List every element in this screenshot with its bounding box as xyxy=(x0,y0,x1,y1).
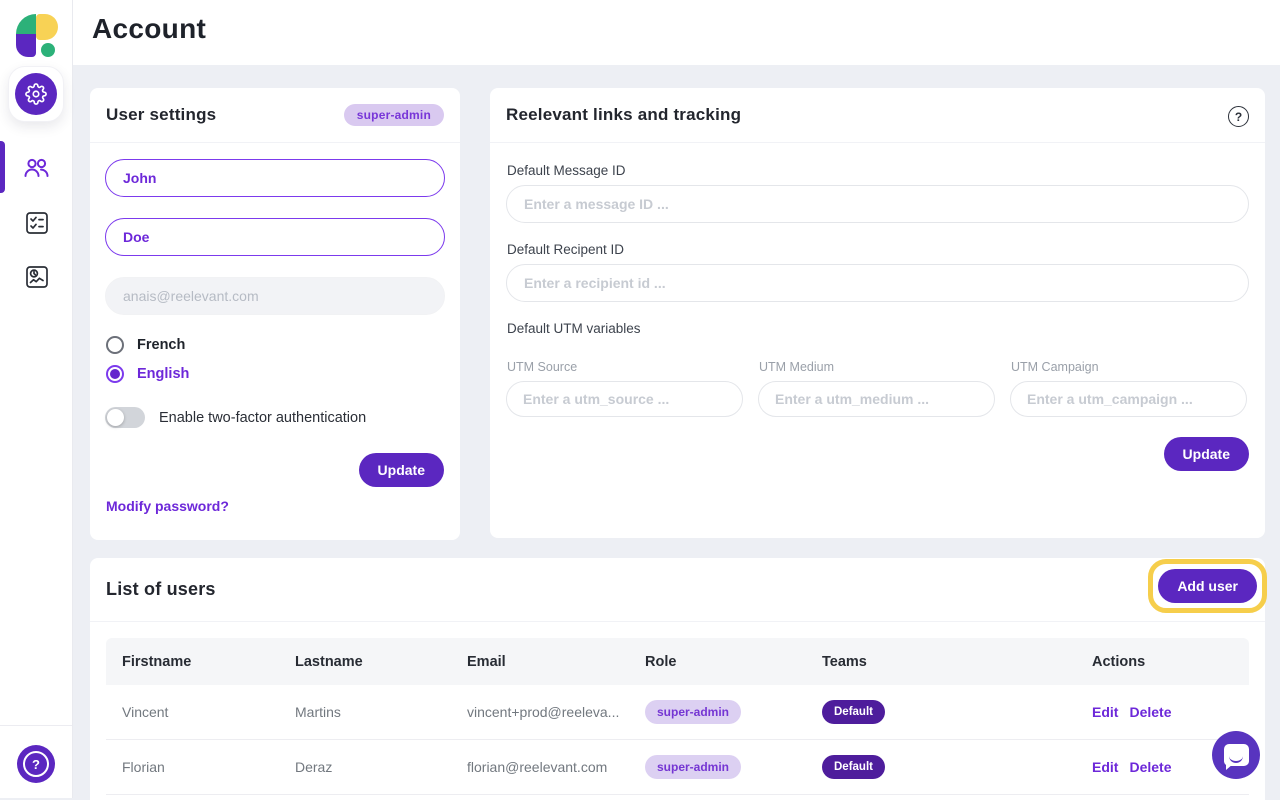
tracking-title: Reelevant links and tracking xyxy=(506,105,742,124)
tracking-update-button[interactable]: Update xyxy=(1163,437,1249,471)
tracking-header: Reelevant links and tracking xyxy=(490,88,1265,143)
two-factor-toggle[interactable] xyxy=(105,407,145,428)
recipient-id-input[interactable] xyxy=(506,264,1249,302)
help-circle-icon[interactable]: ? xyxy=(1228,106,1249,127)
cell-teams: Default xyxy=(806,755,1076,779)
col-lastname: Lastname xyxy=(295,653,363,670)
col-email: Email xyxy=(467,653,506,670)
question-mark-icon: ? xyxy=(23,751,49,777)
help-button[interactable]: ? xyxy=(17,745,55,783)
sidebar-active-indicator xyxy=(0,141,5,193)
logo-shape-green xyxy=(16,14,36,34)
radio-french-label: French xyxy=(137,337,186,353)
sidebar-item-tasks[interactable] xyxy=(0,211,73,240)
tasks-icon xyxy=(25,211,49,240)
utm-medium-input[interactable] xyxy=(758,381,995,417)
cell-email: florian@reelevant.com xyxy=(467,759,608,775)
cell-actions: Edit Delete xyxy=(1076,704,1249,720)
smile-icon xyxy=(1228,753,1243,763)
team-badge[interactable]: Default xyxy=(822,700,885,724)
cell-actions: Edit Delete xyxy=(1076,759,1249,775)
logo-shape-dot xyxy=(41,43,55,57)
reelevant-logo-icon[interactable] xyxy=(15,7,59,57)
user-settings-update-button[interactable]: Update xyxy=(358,453,444,487)
role-badge: super-admin xyxy=(645,700,742,724)
delete-link[interactable]: Delete xyxy=(1129,759,1172,775)
cell-lastname: Deraz xyxy=(295,759,333,775)
table-row: Vincent Martins vincent+prod@reeleva... … xyxy=(106,685,1249,740)
role-badge: super-admin xyxy=(645,755,742,779)
add-user-highlight: Add user xyxy=(1148,559,1267,613)
sidebar-item-settings[interactable] xyxy=(8,66,64,122)
firstname-field[interactable] xyxy=(105,159,445,197)
cell-email: vincent+prod@reeleva... xyxy=(467,704,620,720)
logo-shape-purple xyxy=(16,34,36,57)
cell-firstname: Vincent xyxy=(122,704,169,720)
recipient-id-label: Default Recipent ID xyxy=(507,242,625,257)
cell-lastname: Martins xyxy=(295,704,341,720)
users-icon xyxy=(23,156,50,184)
page-title: Account xyxy=(92,13,207,44)
radio-circle-checked-icon xyxy=(106,365,124,383)
tracking-card: Reelevant links and tracking ? Default M… xyxy=(490,88,1265,538)
top-bar: Account xyxy=(73,0,1280,65)
edit-link[interactable]: Edit xyxy=(1092,759,1119,775)
radio-english[interactable]: English xyxy=(106,365,189,383)
chat-launcher-button[interactable] xyxy=(1212,731,1260,779)
utm-section-label: Default UTM variables xyxy=(507,321,641,336)
message-id-input[interactable] xyxy=(506,185,1249,223)
toggle-knob xyxy=(107,409,124,426)
two-factor-row: Enable two-factor authentication xyxy=(105,407,366,428)
cell-firstname: Florian xyxy=(122,759,165,775)
list-of-users-title: List of users xyxy=(106,579,216,599)
role-badge: super-admin xyxy=(343,104,444,126)
radio-english-label: English xyxy=(137,366,190,382)
two-factor-label: Enable two-factor authentication xyxy=(159,409,367,426)
add-user-button[interactable]: Add user xyxy=(1158,569,1257,603)
cell-teams: Default xyxy=(806,700,1076,724)
lastname-field[interactable] xyxy=(105,218,445,256)
delete-link[interactable]: Delete xyxy=(1129,704,1172,720)
user-settings-header: User settings super-admin xyxy=(90,88,460,143)
user-settings-title: User settings xyxy=(106,105,217,124)
team-badge[interactable]: Default xyxy=(822,755,885,779)
col-firstname: Firstname xyxy=(122,653,192,670)
activity-icon xyxy=(25,265,49,294)
col-teams: Teams xyxy=(822,653,867,670)
users-table-header-row: Firstname Lastname Email Role Teams Acti… xyxy=(106,638,1249,685)
modify-password-link[interactable]: Modify password? xyxy=(106,498,229,514)
utm-source-label: UTM Source xyxy=(507,360,578,374)
sidebar-divider xyxy=(0,725,72,726)
list-of-users-header: List of users xyxy=(90,558,1265,622)
col-role: Role xyxy=(645,653,677,670)
list-of-users-card: List of users Add user Firstname Lastnam… xyxy=(90,558,1267,800)
radio-french[interactable]: French xyxy=(106,336,185,354)
sidebar: ? xyxy=(0,0,73,798)
sidebar-item-activity[interactable] xyxy=(0,265,73,294)
utm-source-input[interactable] xyxy=(506,381,743,417)
logo-shape-yellow xyxy=(36,14,58,40)
gear-icon xyxy=(15,73,57,115)
col-actions: Actions xyxy=(1092,653,1146,670)
user-settings-card: User settings super-admin French English… xyxy=(90,88,460,540)
edit-link[interactable]: Edit xyxy=(1092,704,1119,720)
radio-circle-icon xyxy=(106,336,124,354)
utm-campaign-label: UTM Campaign xyxy=(1011,360,1099,374)
users-table: Firstname Lastname Email Role Teams Acti… xyxy=(106,638,1249,795)
cell-role: super-admin xyxy=(629,755,806,779)
cell-role: super-admin xyxy=(629,700,806,724)
utm-campaign-input[interactable] xyxy=(1010,381,1247,417)
table-row: Florian Deraz florian@reelevant.com supe… xyxy=(106,740,1249,795)
sidebar-item-users[interactable] xyxy=(0,156,73,184)
utm-medium-label: UTM Medium xyxy=(759,360,835,374)
email-field xyxy=(105,277,445,315)
message-id-label: Default Message ID xyxy=(507,163,626,178)
chat-bubble-icon xyxy=(1223,744,1249,770)
